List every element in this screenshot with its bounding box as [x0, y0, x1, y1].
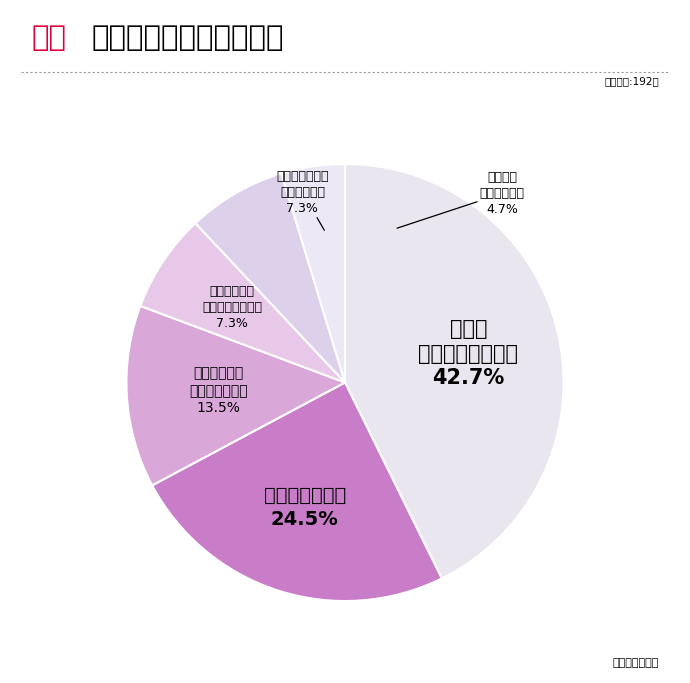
Wedge shape [140, 223, 345, 382]
Wedge shape [126, 306, 345, 486]
Text: 移住に関して
調べたことがある
7.3%: 移住に関して 調べたことがある 7.3% [202, 285, 262, 330]
Wedge shape [282, 164, 345, 382]
Wedge shape [195, 173, 345, 382]
Text: 移住: 移住 [31, 24, 66, 52]
Text: 縁結び大学調べ: 縁結び大学調べ [613, 658, 659, 668]
Text: を考えたことはあるか？: を考えたことはあるか？ [92, 24, 284, 52]
Text: 移住してみたい
24.5%: 移住してみたい 24.5% [264, 486, 346, 529]
Text: 前向きに移住を
検討している
7.3%: 前向きに移住を 検討している 7.3% [276, 170, 328, 230]
Text: 移住する
つもりでいる
4.7%: 移住する つもりでいる 4.7% [397, 171, 525, 228]
Wedge shape [345, 164, 564, 579]
Wedge shape [152, 382, 442, 601]
Text: 移住したいが
状況的に難しい
13.5%: 移住したいが 状況的に難しい 13.5% [189, 367, 248, 415]
Text: （回答数:192）: （回答数:192） [604, 76, 659, 87]
Text: 移住を
考えたことはない
42.7%: 移住を 考えたことはない 42.7% [418, 319, 518, 389]
